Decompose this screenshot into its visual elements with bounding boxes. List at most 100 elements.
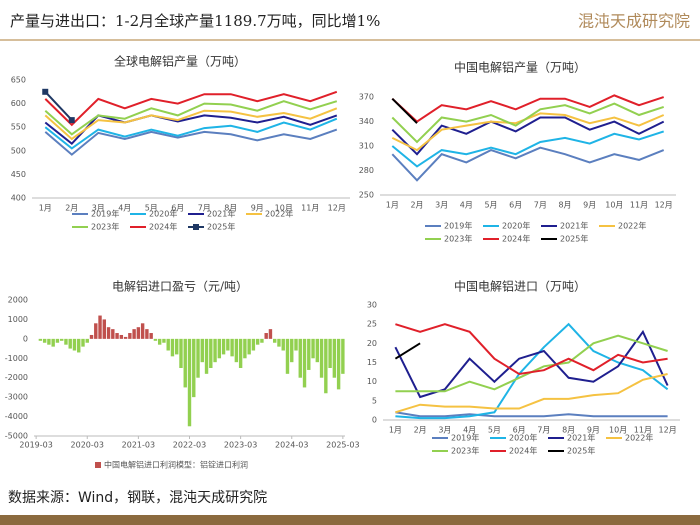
series-line	[395, 373, 668, 414]
legend-label: 2022年	[265, 209, 293, 219]
series-line	[394, 342, 421, 360]
chart-title: 电解铝进口盈亏（元/吨）	[112, 279, 248, 294]
x-tick-label: 2月	[414, 426, 427, 435]
y-tick-label: -2000	[5, 373, 28, 382]
bar	[264, 333, 268, 339]
chart-title: 全球电解铝产量（万吨）	[114, 54, 246, 69]
x-tick-label: 4月	[460, 201, 473, 210]
bar	[111, 329, 115, 339]
bar	[166, 338, 170, 351]
legend-label: 2024年	[509, 446, 537, 456]
bar	[106, 327, 111, 339]
x-tick-label: 11月	[634, 426, 652, 435]
bar	[336, 338, 341, 390]
bar	[247, 338, 251, 355]
bar	[47, 338, 51, 345]
x-tick-label: 1月	[389, 426, 402, 435]
logo: 混沌天成研究院	[578, 12, 690, 31]
source-note: 数据来源：Wind，钢联，混沌天成研究院	[8, 490, 267, 506]
bar	[77, 338, 81, 353]
bar	[251, 338, 256, 351]
legend-label: 2020年	[149, 209, 177, 219]
bar	[175, 338, 179, 355]
x-tick-label: 3月	[438, 426, 451, 435]
x-tick-label: 7月	[198, 204, 211, 213]
x-tick-label: 2021-03	[122, 441, 155, 450]
bar	[209, 338, 213, 368]
series-line	[44, 128, 338, 156]
x-tick-label: 12月	[659, 426, 677, 435]
series-line	[391, 130, 665, 168]
bar	[238, 338, 243, 368]
y-tick-label: 20	[367, 339, 377, 348]
series-line	[391, 94, 665, 123]
bar	[315, 338, 320, 363]
x-tick-label: 2月	[410, 201, 423, 210]
y-tick-label: 500	[11, 146, 26, 155]
bar	[243, 338, 247, 359]
bar	[200, 338, 204, 363]
bar	[98, 315, 102, 339]
bar	[42, 338, 47, 343]
chart-title: 中国电解铝产量（万吨）	[454, 60, 586, 75]
legend-label: 2023年	[451, 446, 479, 456]
x-tick-label: 1月	[386, 201, 399, 210]
x-tick-label: 2020-03	[71, 441, 104, 450]
x-tick-label: 1月	[39, 204, 52, 213]
legend-label: 2024年	[149, 222, 177, 232]
y-tick-label: -5000	[5, 432, 28, 441]
bar	[145, 329, 149, 339]
bar	[115, 333, 119, 339]
y-tick-label: 15	[367, 358, 377, 367]
bar	[319, 338, 324, 378]
bar	[311, 338, 315, 359]
x-tick-label: 8月	[562, 426, 575, 435]
bar	[273, 338, 277, 343]
bar	[59, 338, 64, 341]
footer-bar	[0, 515, 700, 525]
x-tick-label: 2024-03	[275, 441, 308, 450]
y-tick-label: 25	[367, 320, 377, 329]
series-line	[391, 102, 665, 144]
x-tick-label: 5月	[145, 204, 158, 213]
x-tick-label: 2023-03	[224, 441, 257, 450]
y-tick-label: 550	[11, 123, 26, 132]
y-tick-label: 250	[359, 191, 374, 200]
bar	[132, 329, 136, 339]
bar	[294, 338, 298, 351]
series-line	[395, 411, 668, 418]
y-tick-label: 310	[359, 142, 374, 151]
bar	[153, 338, 158, 341]
bar	[89, 334, 94, 339]
x-tick-label: 2025-03	[326, 441, 359, 450]
bar	[298, 338, 302, 378]
bar	[68, 338, 72, 349]
x-tick-label: 11月	[630, 201, 648, 210]
bar	[277, 338, 281, 347]
legend-swatch	[95, 462, 101, 468]
bar	[268, 329, 273, 339]
legend-label: 2020年	[509, 433, 537, 443]
y-tick-label: 2000	[8, 296, 28, 305]
line-marker	[42, 88, 49, 95]
bar	[213, 338, 217, 363]
series-line	[391, 116, 665, 156]
bar	[85, 338, 89, 343]
series-line	[44, 114, 338, 146]
x-tick-label: 5月	[488, 426, 501, 435]
x-tick-label: 8月	[558, 201, 571, 210]
y-tick-label: 30	[367, 301, 377, 310]
legend-label: 2023年	[444, 234, 472, 244]
y-tick-label: 0	[372, 416, 377, 425]
legend-label: 2022年	[618, 221, 646, 231]
bar	[72, 338, 77, 351]
bar	[157, 338, 162, 345]
bar	[149, 333, 153, 339]
bar	[221, 338, 226, 355]
bar	[183, 338, 187, 388]
series-line	[395, 323, 668, 376]
bar	[260, 338, 264, 343]
y-tick-label: -3000	[5, 393, 28, 402]
bar	[192, 338, 196, 398]
bar	[136, 327, 141, 339]
